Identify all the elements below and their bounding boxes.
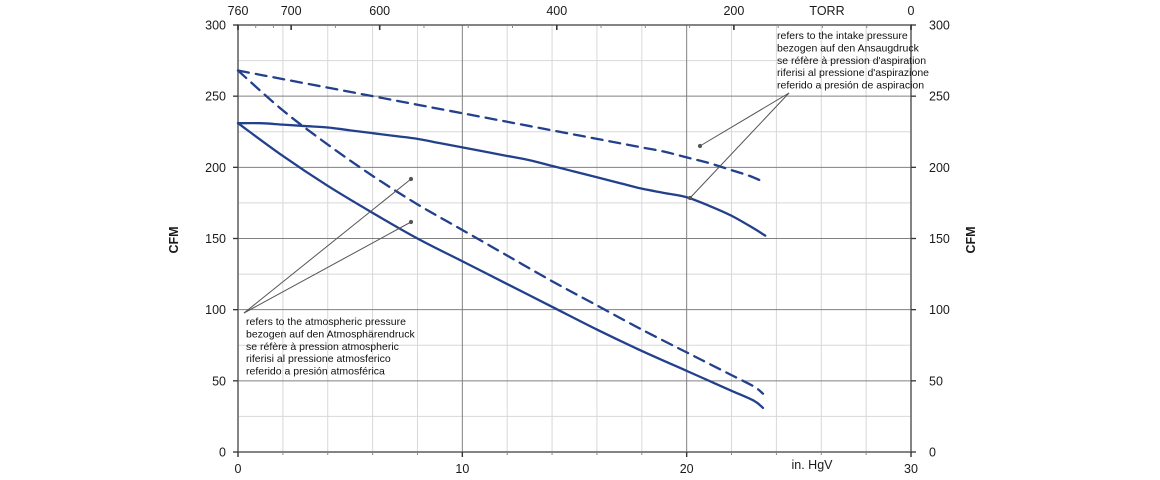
top-tick-label: 200 [723,4,744,18]
y-tick-label-right: 100 [929,303,950,317]
y-tick-label-left: 100 [205,303,226,317]
curve-intake-pressure-dashed [236,69,765,183]
annotation-line: riferisi al pressione atmosferico [246,353,391,365]
y-tick-label-right: 150 [929,232,950,246]
annotation-line: bezogen auf den Atmosphärendruck [246,328,415,340]
data-curves [236,69,767,410]
left-axis-title: CFM [167,226,181,253]
y-tick-label-right: 250 [929,90,950,104]
y-tick-label-left: 50 [212,374,226,388]
leader-endpoint [697,143,703,149]
top-tick-label: 0 [908,4,915,18]
annotation-line: se réfère à pression atmospheric [246,341,399,353]
y-tick-label-left: 150 [205,232,226,246]
right-axis-title: CFM [964,226,978,253]
leader-line [689,92,790,199]
curve-atmospheric-pressure-dashed [236,69,765,395]
y-tick-label-left: 300 [205,19,226,33]
bottom-axis-unit-label: in. HgV [792,458,834,472]
leader-line [699,92,790,147]
top-tick-label: 760 [228,4,249,18]
y-tick-label-right: 0 [929,446,936,460]
leader-line [243,221,412,314]
leader-endpoint [687,195,693,201]
leader-endpoint [408,219,414,225]
annotation-line: referido a presión de aspiracion [777,80,924,92]
annotation-line: riferisi al pressione d'aspirazione [777,67,929,79]
annotation-line: refers to the intake pressure [777,30,908,42]
x-tick-label: 20 [680,462,694,476]
axis-tick-marks [233,24,916,457]
x-tick-label: 0 [235,462,242,476]
y-tick-label-right: 50 [929,374,943,388]
top-tick-label: 400 [546,4,567,18]
x-tick-label: 10 [455,462,469,476]
top-tick-label: 600 [369,4,390,18]
annotation-line: bezogen auf den Ansaugdruck [777,42,920,54]
x-tick-label: 30 [904,462,918,476]
annotation-line: refers to the atmospheric pressure [246,316,406,328]
annotation-leader-lines [243,92,790,314]
top-axis-unit-label: TORR [809,4,844,18]
curve-intake-pressure-solid [236,121,767,237]
y-tick-label-left: 250 [205,90,226,104]
atmospheric-pressure-annotation: refers to the atmospheric pressurebezoge… [246,316,415,378]
y-tick-label-right: 300 [929,19,950,33]
curve-atmospheric-pressure-solid [236,122,765,410]
y-tick-label-left: 0 [219,446,226,460]
top-tick-label: 700 [281,4,302,18]
y-tick-label-left: 200 [205,161,226,175]
annotation-line: se réfère à pression d'aspiration [777,55,926,67]
y-tick-label-right: 200 [929,161,950,175]
annotation-line: referido a presión atmosférica [246,366,385,378]
leader-endpoint [408,176,414,182]
leader-line [243,178,412,314]
